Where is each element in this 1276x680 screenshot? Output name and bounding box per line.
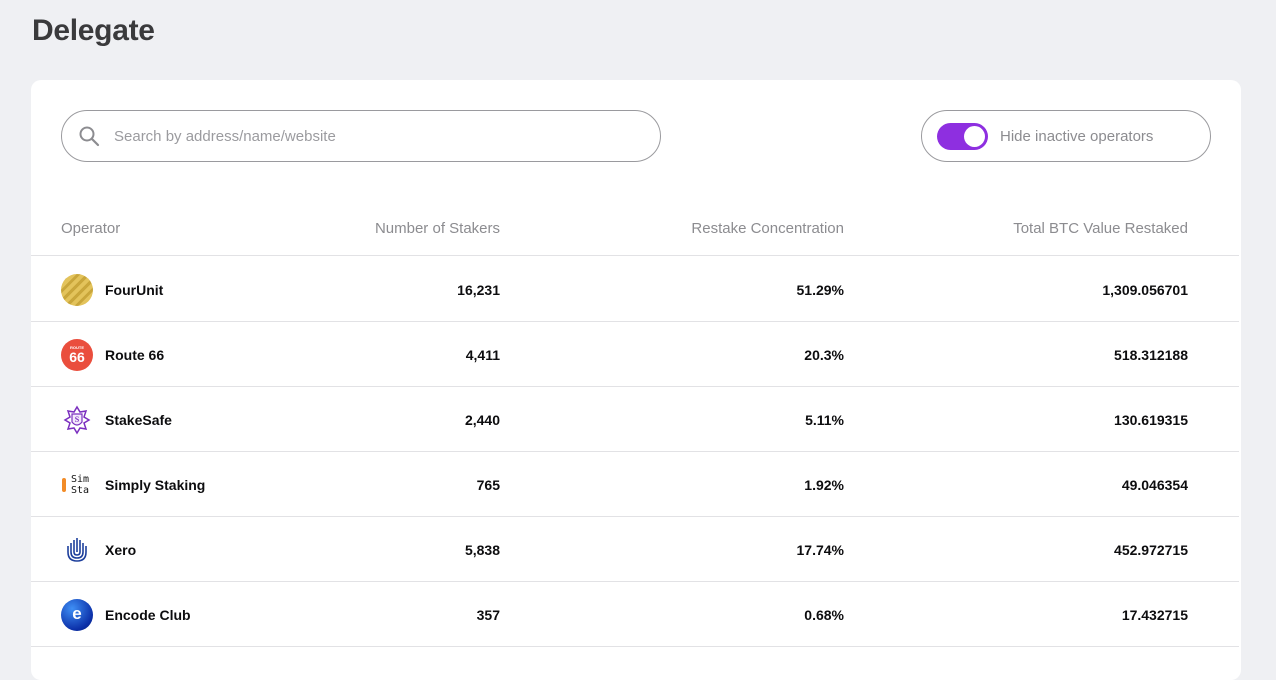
- operator-name: Route 66: [105, 346, 165, 363]
- concentration-cell: 17.74%: [796, 541, 844, 558]
- hide-inactive-toggle[interactable]: [937, 122, 988, 150]
- operator-name: Encode Club: [105, 606, 191, 623]
- operator-cell: Xero: [61, 517, 136, 582]
- encode-club-logo-icon: e: [61, 598, 93, 631]
- search-input[interactable]: [114, 127, 614, 145]
- btc-value-cell: 518.312188: [1114, 346, 1188, 363]
- simply-staking-logo-accent: [62, 477, 66, 492]
- table-row[interactable]: e Encode Club 357 0.68% 17.432715: [31, 582, 1239, 647]
- operator-cell: e Encode Club: [61, 582, 191, 647]
- concentration-cell: 5.11%: [805, 411, 844, 428]
- stakers-cell: 357: [476, 606, 500, 623]
- stakers-cell: 5,838: [464, 541, 500, 558]
- stakers-cell: 765: [476, 476, 500, 493]
- stakers-cell: 4,411: [465, 346, 500, 363]
- btc-value-cell: 452.972715: [1114, 541, 1188, 558]
- fourunit-logo-icon: [61, 273, 93, 306]
- xero-logo-icon: [61, 533, 93, 566]
- operator-name: Xero: [105, 541, 137, 558]
- operator-cell: Sim Sta Simply Staking: [61, 452, 205, 517]
- concentration-cell: 20.3%: [804, 346, 844, 363]
- route66-logo-icon: ROUTE 66: [61, 338, 93, 371]
- table-header: Operator Number of Stakers Restake Conce…: [31, 200, 1239, 256]
- stakesafe-logo-icon: S: [61, 403, 93, 436]
- operator-cell: S StakeSafe: [61, 387, 172, 452]
- table-row[interactable]: ROUTE 66 Route 66 4,411 20.3% 518.312188: [31, 322, 1239, 387]
- search-icon: [78, 125, 100, 147]
- table-row[interactable]: FourUnit 16,231 51.29% 1,309.056701: [31, 257, 1239, 322]
- column-header-concentration: Restake Concentration: [691, 219, 844, 237]
- column-header-btc-value: Total BTC Value Restaked: [1013, 219, 1188, 237]
- simply-staking-logo-text: Sim Sta: [70, 473, 90, 496]
- toggle-label: Hide inactive operators: [1000, 127, 1154, 145]
- simply-staking-logo-icon: Sim Sta: [61, 468, 93, 501]
- search-box[interactable]: [61, 110, 661, 162]
- operator-name: FourUnit: [105, 281, 164, 298]
- btc-value-cell: 17.432715: [1121, 606, 1188, 623]
- encode-club-logo-text: e: [72, 603, 82, 623]
- operators-card: Hide inactive operators Operator Number …: [31, 80, 1241, 680]
- operator-name: StakeSafe: [105, 411, 172, 428]
- stakers-cell: 2,440: [464, 411, 500, 428]
- concentration-cell: 51.29%: [796, 281, 844, 298]
- btc-value-cell: 1,309.056701: [1102, 281, 1188, 298]
- page-title: Delegate: [32, 14, 155, 47]
- btc-value-cell: 130.619315: [1114, 411, 1188, 428]
- column-header-operator: Operator: [61, 219, 121, 237]
- btc-value-cell: 49.046354: [1121, 476, 1188, 493]
- table-row[interactable]: Sim Sta Simply Staking 765 1.92% 49.0463…: [31, 452, 1239, 517]
- route66-logo-text: 66: [69, 348, 85, 365]
- concentration-cell: 1.92%: [804, 476, 844, 493]
- table-row[interactable]: S StakeSafe 2,440 5.11% 130.619315: [31, 387, 1239, 452]
- operator-cell: FourUnit: [61, 257, 163, 322]
- concentration-cell: 0.68%: [804, 606, 844, 623]
- operator-name: Simply Staking: [105, 476, 206, 493]
- hide-inactive-toggle-container[interactable]: Hide inactive operators: [921, 110, 1211, 162]
- operator-cell: ROUTE 66 Route 66: [61, 322, 164, 387]
- stakesafe-logo-text: S: [75, 415, 80, 424]
- table-row[interactable]: Xero 5,838 17.74% 452.972715: [31, 517, 1239, 582]
- stakers-cell: 16,231: [457, 281, 500, 298]
- route66-logo-small-text: ROUTE: [70, 344, 84, 350]
- toggle-knob: [964, 125, 985, 147]
- column-header-stakers: Number of Stakers: [374, 219, 500, 237]
